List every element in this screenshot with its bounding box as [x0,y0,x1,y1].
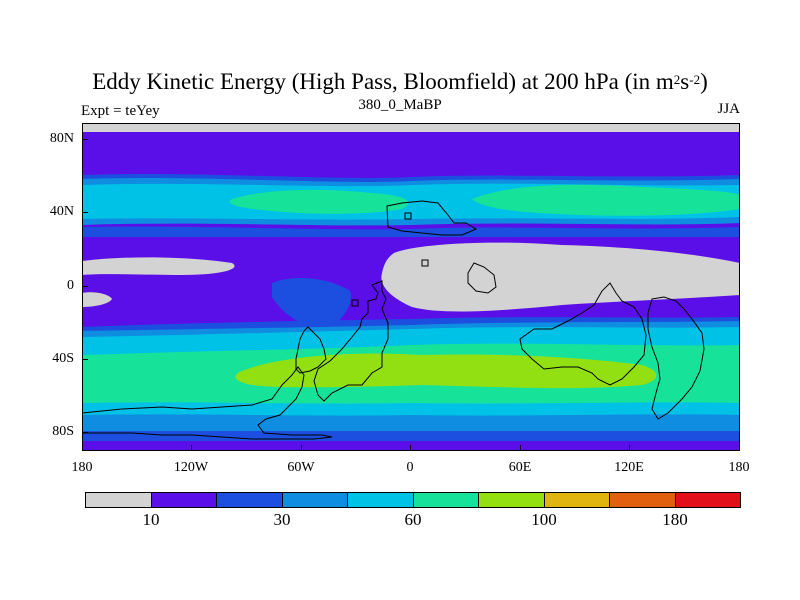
eke-contour-map [82,123,740,451]
lat-label-40n: 40N [49,204,74,219]
lat-tick-80s [82,432,88,433]
lon-label-60w: 60W [287,460,315,475]
lon-tick-120w [191,445,192,451]
tropical-blue-patch [272,277,351,328]
title-exponent-1: 2 [673,72,681,87]
patch-green-north-east [472,184,740,216]
colorbar-segment [479,493,545,507]
title-unit-s: s [680,69,690,94]
colorbar-label-10: 10 [142,510,160,529]
continent-outline-australia [519,282,647,386]
patch-green-north [229,189,409,214]
polar-band-south [82,441,740,451]
colorbar-segment [610,493,676,507]
lon-tick-120e [629,445,630,451]
lat-tick-eq [82,286,88,287]
colorbar-segment [151,493,217,507]
lat-tick-80n [82,139,88,140]
plot-subtitle: 380_0_MaBP [358,97,442,113]
plot-title: Eddy Kinetic Energy (High Pass, Bloomfie… [0,68,800,96]
title-exponent-2: -2 [689,72,701,87]
lon-label-60e: 60E [508,460,532,475]
lon-label-120w: 120W [173,460,209,475]
lat-tick-40n [82,212,88,213]
title-close-paren: ) [700,69,708,94]
colorbar-label-60: 60 [404,510,422,529]
lon-label-0: 0 [406,460,414,475]
continent-outline-pacific [647,296,705,420]
lat-label-40s: 40S [52,351,74,366]
colorbar-segment [282,493,348,507]
colorbar-label-180: 180 [662,510,688,529]
tropical-grey-central [381,242,740,312]
colorbar-label-30: 30 [273,510,291,529]
continent-outline-america [295,326,327,374]
colorbar-segment [675,493,740,507]
colorbar-segment [544,493,610,507]
colorbar-label-100: 100 [531,510,557,529]
season-label: JJA [717,101,740,117]
title-text: Eddy Kinetic Energy (High Pass, Bloomfie… [92,69,674,94]
colorbar-segment [86,493,152,507]
colorbar-segment [217,493,283,507]
tropical-grey-edge [82,292,112,307]
island-outline-2 [421,259,429,267]
lon-label-180-west: 180 [71,460,93,475]
lon-tick-60w [301,445,302,451]
lat-label-80n: 80N [49,131,74,146]
colorbar [85,492,741,508]
island-outline-3 [351,299,359,307]
colorbar-segment [413,493,479,507]
continent-outline-north [386,200,478,236]
polar-cap-north [82,123,740,132]
lat-tick-40s [82,359,88,360]
lon-tick-0 [410,445,411,451]
continent-outline-antarctica [82,366,333,440]
lat-label-equator: 0 [67,278,74,293]
lon-label-180-east: 180 [728,460,750,475]
continent-outline-africa-europe [313,280,389,402]
patch-lime-south [235,353,657,389]
lat-label-80s: 80S [52,424,74,439]
colorbar-segment [348,493,414,507]
experiment-label: Expt = teYey [81,103,160,119]
island-outline-1 [404,212,412,220]
lon-label-120e: 120E [614,460,644,475]
tropical-grey-west [82,257,235,275]
continent-outline-asia [467,262,497,294]
lon-tick-60e [520,445,521,451]
